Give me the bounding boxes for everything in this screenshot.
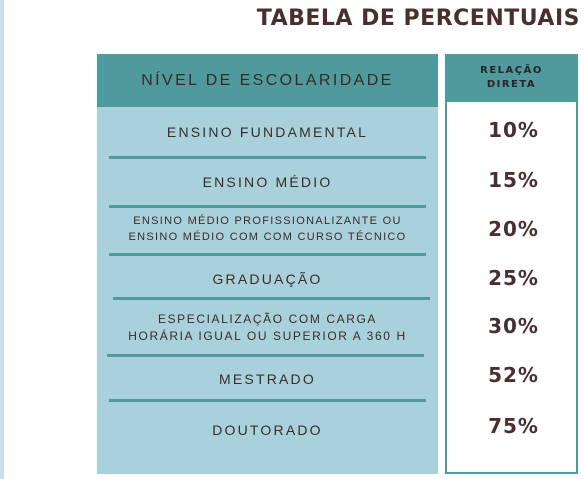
row-value-doutorado: 75% xyxy=(488,414,539,438)
row-divider xyxy=(113,297,430,300)
row-value-especializacao: 30% xyxy=(488,314,539,338)
relation-header-line1: RELAÇÃO xyxy=(480,65,543,76)
row-label-line1: ESPECIALIZAÇÃO COM CARGA xyxy=(157,312,378,326)
row-label-doutorado: DOUTORADO xyxy=(212,422,323,438)
row-value-mestrado: 52% xyxy=(488,363,539,387)
row-label-ensino-medio-profissionalizante: ENSINO MÉDIO PROFISSIONALIZANTE OU ENSIN… xyxy=(97,213,438,245)
row-divider xyxy=(109,253,426,256)
row-label-line2: ENSINO MÉDIO COM COM CURSO TÉCNICO xyxy=(128,231,407,243)
row-divider xyxy=(109,399,426,402)
row-label-mestrado: MESTRADO xyxy=(219,371,316,387)
relation-header: RELAÇÃO DIRETA xyxy=(445,54,578,102)
row-value-ensino-fundamental: 10% xyxy=(488,118,539,142)
row-label-ensino-medio: ENSINO MÉDIO xyxy=(202,174,333,190)
page-title: TABELA DE PERCENTUAIS xyxy=(256,6,580,31)
row-divider xyxy=(109,156,426,159)
row-label-ensino-fundamental: ENSINO FUNDAMENTAL xyxy=(166,124,369,140)
education-level-header-text: NÍVEL DE ESCOLARIDADE xyxy=(141,71,394,89)
education-level-column: NÍVEL DE ESCOLARIDADE xyxy=(97,54,438,474)
row-value-ensino-medio-profissionalizante: 20% xyxy=(488,217,539,241)
row-label-line2: HORÁRIA IGUAL OU SUPERIOR A 360 H xyxy=(128,329,407,343)
row-value-graduacao: 25% xyxy=(488,266,539,290)
row-divider xyxy=(109,205,426,208)
row-label-especializacao: ESPECIALIZAÇÃO COM CARGA HORÁRIA IGUAL O… xyxy=(97,311,438,345)
relation-header-line2: DIRETA xyxy=(486,79,537,90)
relation-column: RELAÇÃO DIRETA xyxy=(445,54,578,474)
row-label-line1: ENSINO MÉDIO PROFISSIONALIZANTE OU xyxy=(133,215,402,227)
education-level-header: NÍVEL DE ESCOLARIDADE xyxy=(97,54,438,107)
row-label-graduacao: GRADUAÇÃO xyxy=(212,271,323,287)
row-divider xyxy=(107,354,424,357)
left-edge-strip xyxy=(0,0,4,479)
row-value-ensino-medio: 15% xyxy=(488,168,539,192)
